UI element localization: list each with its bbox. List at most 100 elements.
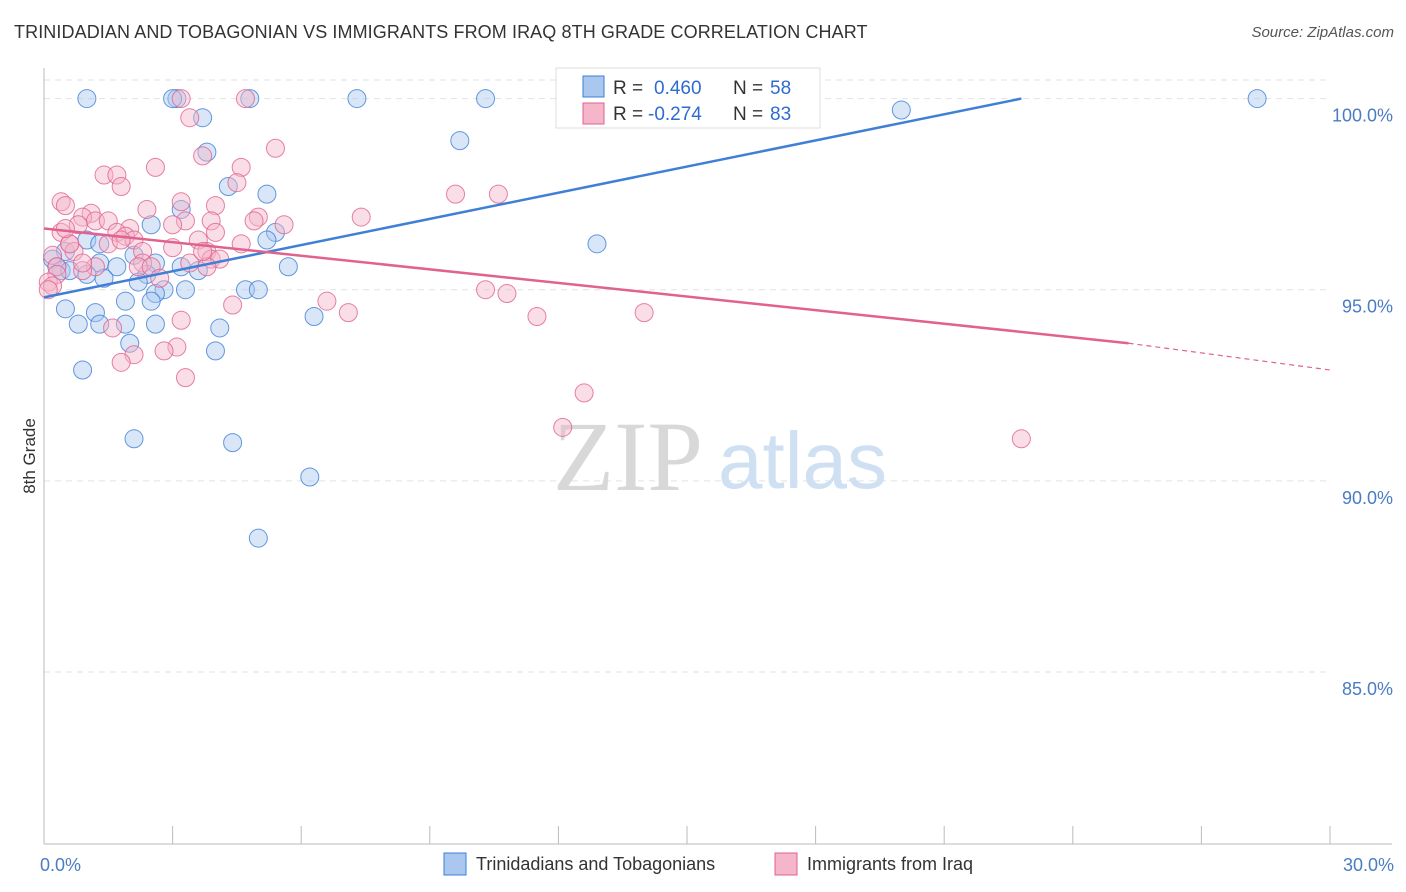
point-s1-9 bbox=[107, 165, 127, 185]
point-s0-0 bbox=[167, 89, 187, 109]
point-s0-49 bbox=[120, 333, 140, 353]
point-s1-73 bbox=[1011, 429, 1031, 449]
legend2-r-value: -0.274 bbox=[648, 104, 702, 125]
point-s1-16 bbox=[55, 196, 75, 216]
point-s0-42 bbox=[85, 303, 105, 323]
point-s1-71 bbox=[574, 383, 594, 403]
point-s0-50 bbox=[205, 341, 225, 361]
legend2-r-label: R = bbox=[613, 104, 643, 125]
point-s0-48 bbox=[210, 318, 230, 338]
point-s1-26 bbox=[201, 211, 221, 231]
point-s1-63 bbox=[634, 303, 654, 323]
point-s0-6 bbox=[240, 89, 260, 109]
point-s1-58 bbox=[497, 284, 517, 304]
bottom-legend-label-blue: Trinidadians and Tobagonians bbox=[476, 854, 715, 874]
point-s0-19 bbox=[587, 234, 607, 254]
axes bbox=[43, 68, 1392, 845]
point-s0-14 bbox=[141, 215, 161, 235]
point-s1-69 bbox=[111, 352, 131, 372]
point-s1-74 bbox=[60, 234, 80, 254]
point-s0-44 bbox=[68, 314, 88, 334]
y-tick-label-0: 100.0% bbox=[1332, 106, 1393, 126]
point-s1-17 bbox=[205, 196, 225, 216]
point-s0-47 bbox=[145, 314, 165, 334]
point-s0-4 bbox=[77, 89, 97, 109]
point-s1-76 bbox=[111, 230, 131, 250]
point-s0-27 bbox=[278, 257, 298, 277]
point-s1-22 bbox=[351, 207, 371, 227]
point-s0-39 bbox=[115, 291, 135, 311]
point-s1-80 bbox=[244, 211, 264, 231]
point-s1-15 bbox=[171, 192, 191, 212]
point-s1-3 bbox=[180, 108, 200, 128]
point-s0-53 bbox=[223, 433, 243, 453]
point-s1-32 bbox=[205, 222, 225, 242]
legend-swatch-pink bbox=[582, 102, 605, 125]
stats-legend: R = 0.460 N = 58 R = -0.274 N = 83 bbox=[555, 67, 821, 129]
point-s1-70 bbox=[175, 368, 195, 388]
point-s1-59 bbox=[317, 291, 337, 311]
point-s0-9 bbox=[450, 131, 470, 151]
x-tick-label-0: 0.0% bbox=[40, 855, 81, 875]
point-s1-11 bbox=[111, 177, 131, 197]
point-s1-18 bbox=[137, 199, 157, 219]
legend1-n-label: N = bbox=[733, 78, 763, 99]
point-s1-12 bbox=[446, 184, 466, 204]
watermark-zip: ZIP bbox=[553, 401, 703, 512]
legend2-n-label: N = bbox=[733, 104, 763, 125]
legend1-r-value: 0.460 bbox=[654, 78, 702, 99]
point-s1-6 bbox=[145, 157, 165, 177]
point-s0-35 bbox=[175, 280, 195, 300]
point-s1-67 bbox=[154, 341, 174, 361]
point-s1-78 bbox=[163, 215, 183, 235]
point-s0-17 bbox=[257, 230, 277, 250]
legend2-n-value: 83 bbox=[770, 104, 791, 125]
point-s1-0 bbox=[171, 89, 191, 109]
point-s1-81 bbox=[55, 219, 75, 239]
y-tick-label-1: 95.0% bbox=[1342, 297, 1393, 317]
point-s1-64 bbox=[171, 310, 191, 330]
y-axis-label: 8th Grade bbox=[20, 418, 39, 494]
point-s1-28 bbox=[274, 215, 294, 235]
watermark: ZIP atlas bbox=[553, 401, 887, 512]
tick-labels: 100.0% 95.0% 90.0% 85.0% 0.0% 30.0% bbox=[40, 106, 1394, 875]
trend-lines bbox=[43, 97, 1331, 371]
trend-line-s0 bbox=[43, 97, 1022, 299]
point-s1-66 bbox=[167, 337, 187, 357]
point-s1-10 bbox=[227, 173, 247, 193]
point-s1-75 bbox=[73, 253, 93, 273]
point-s0-41 bbox=[55, 299, 75, 319]
y-tick-label-3: 85.0% bbox=[1342, 679, 1393, 699]
point-s1-62 bbox=[527, 306, 547, 326]
point-s1-61 bbox=[338, 303, 358, 323]
bottom-legend-label-pink: Immigrants from Iraq bbox=[807, 854, 973, 874]
point-s0-45 bbox=[90, 314, 110, 334]
chart-title: TRINIDADIAN AND TOBAGONIAN VS IMMIGRANTS… bbox=[14, 22, 868, 42]
point-s0-25 bbox=[107, 257, 127, 277]
point-s0-13 bbox=[171, 199, 191, 219]
point-s1-41 bbox=[133, 241, 153, 261]
legend1-n-value: 58 bbox=[770, 78, 791, 99]
point-s1-60 bbox=[223, 295, 243, 315]
point-s1-4 bbox=[265, 138, 285, 158]
point-s1-7 bbox=[231, 157, 251, 177]
point-s0-55 bbox=[248, 528, 268, 548]
point-s1-43 bbox=[43, 245, 63, 265]
legend1-r-label: R = bbox=[613, 78, 643, 99]
bottom-legend-swatch-pink bbox=[774, 852, 798, 876]
bottom-legend-swatch-blue bbox=[443, 852, 467, 876]
point-s1-49 bbox=[85, 257, 105, 277]
trend-line-dashed-s1 bbox=[1128, 342, 1331, 371]
point-s1-5 bbox=[193, 146, 213, 166]
point-s0-2 bbox=[476, 89, 496, 109]
point-s1-72 bbox=[553, 417, 573, 437]
point-s1-25 bbox=[175, 211, 195, 231]
legend-swatch-blue bbox=[582, 75, 605, 98]
watermark-atlas: atlas bbox=[718, 416, 887, 505]
point-s1-57 bbox=[476, 280, 496, 300]
point-s0-51 bbox=[73, 360, 93, 380]
trend-line-s1 bbox=[43, 227, 1129, 345]
point-s0-43 bbox=[304, 306, 324, 326]
point-s1-1 bbox=[235, 89, 255, 109]
point-s0-12 bbox=[257, 184, 277, 204]
